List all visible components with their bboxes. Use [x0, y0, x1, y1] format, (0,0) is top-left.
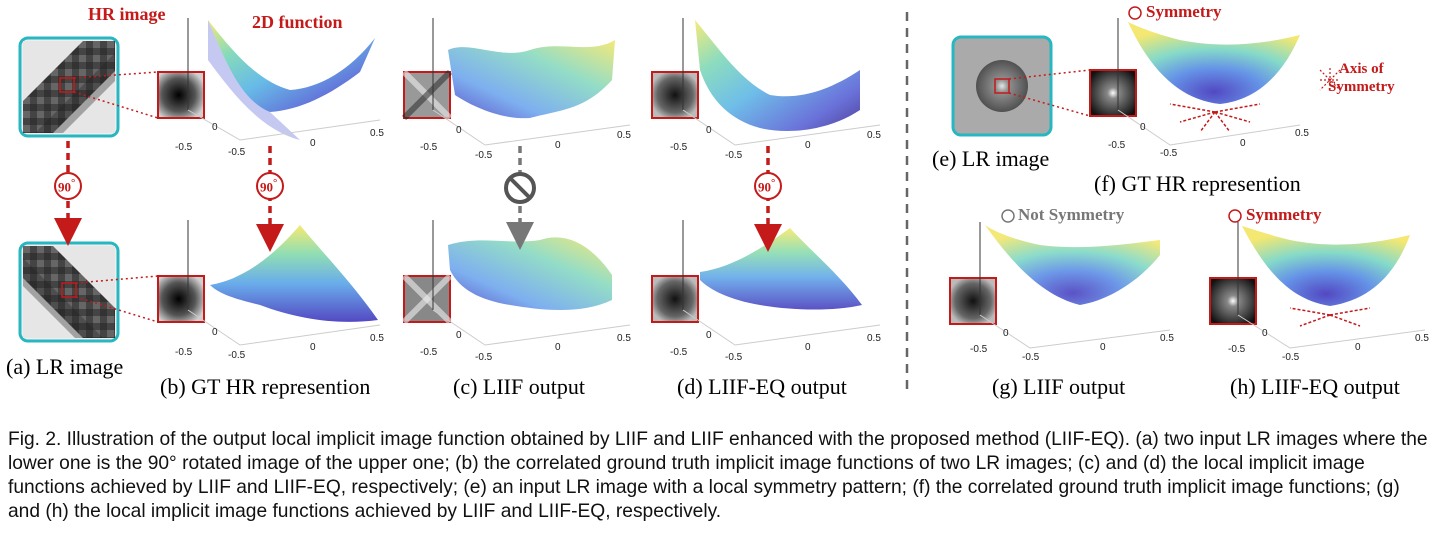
rot-label-a: 90° — [58, 177, 76, 195]
tick-g-neg: -0.5 — [970, 344, 988, 355]
patch-g — [949, 277, 997, 325]
tick-h-neg: -0.5 — [1228, 344, 1246, 355]
tick-f-0: 0 — [1140, 122, 1146, 133]
surface-g — [979, 222, 1171, 349]
panel-caption-f: (f) GT HR represention — [1094, 171, 1301, 196]
figure: 0 -0.5 -0.5 0 0.5 0 -0.5 -0.5 0 0.5 0 -0… — [6, 2, 1429, 399]
panel-caption-c: (c) LIIF output — [453, 374, 585, 399]
tick-f-neg2: -0.5 — [1160, 148, 1178, 159]
surface-d-bottom — [682, 220, 881, 346]
figure-caption-text: Illustration of the output local implici… — [8, 429, 1428, 522]
tick-d-top-neg: -0.5 — [670, 142, 688, 153]
tick-b-top-neg2: -0.5 — [228, 147, 246, 158]
tick-b-bot-0b: 0 — [310, 342, 316, 353]
tick-b-top-neg: -0.5 — [175, 142, 193, 153]
symmetry-label-f: Symmetry — [1146, 2, 1222, 21]
surface-h — [1237, 222, 1426, 349]
tick-g-0: 0 — [1003, 328, 1009, 339]
tick-b-bot-neg: -0.5 — [175, 347, 193, 358]
tick-d-bot-neg2: -0.5 — [725, 352, 743, 363]
figure-label: Fig. 2. — [8, 429, 62, 450]
tick-h-0: 0 — [1262, 328, 1268, 339]
tick-f-pos: 0.5 — [1295, 128, 1309, 139]
tick-c-bot-neg: -0.5 — [420, 347, 438, 358]
tick-c-bot-neg2: -0.5 — [475, 352, 493, 363]
patch-c-top — [401, 69, 453, 121]
tick-c-bot-0: 0 — [456, 330, 462, 341]
tick-b-bot-neg2: -0.5 — [228, 350, 246, 361]
tick-d-top-neg2: -0.5 — [725, 150, 743, 161]
patch-b-top — [157, 71, 205, 119]
tick-h-0b: 0 — [1355, 342, 1361, 353]
surface-c-top — [432, 18, 631, 146]
tick-g-neg2: -0.5 — [1022, 352, 1040, 363]
surface-b-top — [187, 18, 381, 141]
surface-c-bottom — [432, 220, 631, 346]
tick-c-top-pos: 0.5 — [617, 130, 631, 141]
lr-image-e — [951, 35, 1053, 137]
panel-caption-b: (b) GT HR represention — [160, 374, 371, 399]
tick-b-top-0: 0 — [212, 122, 218, 133]
tick-d-bot-neg: -0.5 — [670, 347, 688, 358]
tick-b-top-0b: 0 — [310, 138, 316, 149]
panel-caption-a: (a) LR image — [6, 354, 124, 379]
tick-g-0b: 0 — [1100, 342, 1106, 353]
tick-b-bot-0: 0 — [212, 327, 218, 338]
tick-b-top-pos: 0.5 — [370, 128, 384, 139]
rot-label-b: 90° — [260, 177, 278, 195]
surface-f — [1117, 18, 1301, 146]
surface-d-top — [682, 18, 881, 146]
lr-image-top — [18, 36, 120, 138]
annotation-2d-function: 2D function — [252, 12, 343, 32]
tick-d-bot-0b: 0 — [805, 342, 811, 353]
tick-b-bot-pos: 0.5 — [370, 333, 384, 344]
rot-label-d: 90° — [758, 177, 776, 195]
panel-caption-h: (h) LIIF-EQ output — [1230, 374, 1400, 399]
annotation-hr-image: HR image — [88, 4, 166, 24]
tick-c-bot-0b: 0 — [555, 342, 561, 353]
patch-d-top — [651, 71, 699, 119]
tick-h-pos: 0.5 — [1415, 333, 1429, 344]
patch-h — [1209, 277, 1257, 325]
panel-caption-e: (e) LR image — [932, 146, 1050, 171]
axis-of-symmetry-label: Axis of Symmetry — [1328, 61, 1395, 95]
tick-d-top-0b: 0 — [805, 140, 811, 151]
surface-b-bottom — [187, 220, 381, 346]
panel-caption-d: (d) LIIF-EQ output — [677, 374, 847, 399]
tick-d-top-0: 0 — [706, 125, 712, 136]
axis-of-symmetry-icon — [1319, 68, 1341, 92]
tick-h-neg2: -0.5 — [1282, 352, 1300, 363]
patch-f — [1089, 69, 1137, 117]
not-symmetry-label-g: Not Symmetry — [1018, 205, 1125, 224]
tick-d-top-pos: 0.5 — [867, 130, 881, 141]
tick-f-0b: 0 — [1240, 138, 1246, 149]
tick-c-bot-pos: 0.5 — [617, 333, 631, 344]
tick-d-bot-0: 0 — [706, 330, 712, 341]
check-icon-f — [1128, 6, 1142, 20]
cross-icon-g — [1001, 209, 1015, 223]
tick-c-top-neg2: -0.5 — [475, 150, 493, 161]
tick-c-top-0: 0 — [456, 125, 462, 136]
figure-caption: Fig. 2. Illustration of the output local… — [8, 428, 1436, 524]
check-icon-h — [1228, 209, 1242, 223]
lr-image-bottom — [18, 241, 120, 343]
tick-d-bot-pos: 0.5 — [867, 333, 881, 344]
tick-c-top-neg: -0.5 — [420, 142, 438, 153]
tick-f-neg: -0.5 — [1108, 140, 1126, 151]
symmetry-label-h: Symmetry — [1246, 205, 1322, 224]
tick-c-top-0b: 0 — [555, 140, 561, 151]
patch-b-bottom — [157, 275, 205, 323]
panel-caption-g: (g) LIIF output — [992, 374, 1126, 399]
figure-graphics — [18, 6, 1426, 390]
patch-c-bottom — [401, 273, 453, 325]
tick-g-pos: 0.5 — [1160, 333, 1174, 344]
